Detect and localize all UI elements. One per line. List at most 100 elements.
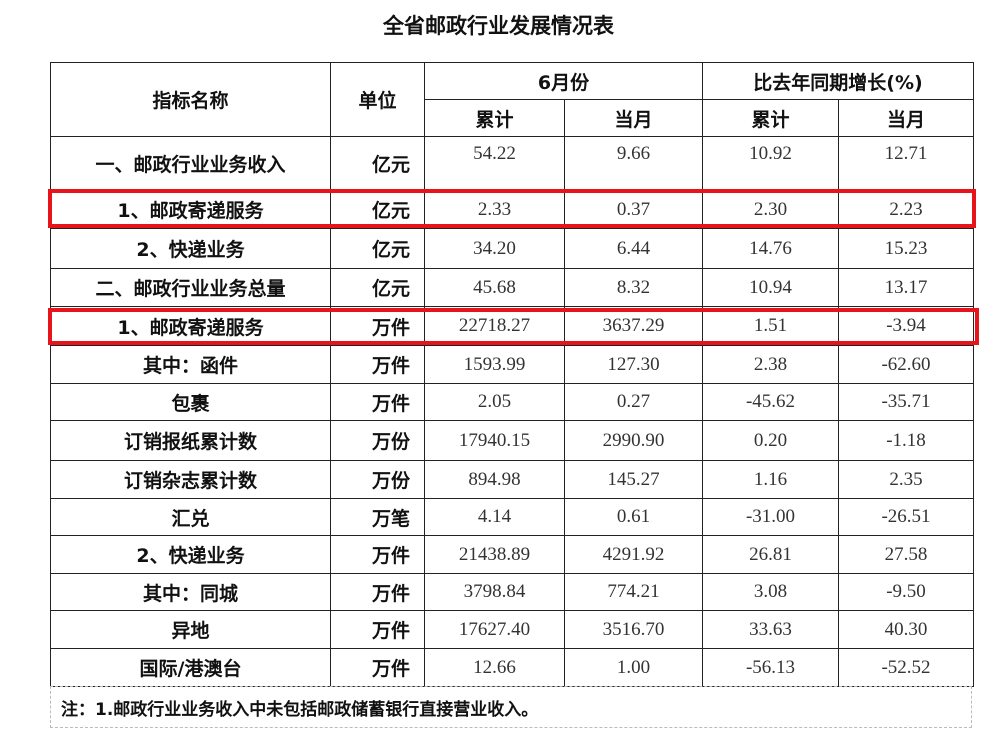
table-row: 其中：同城 万件 3798.84 774.21 3.08 -9.50 bbox=[50, 573, 974, 611]
growth-cumulative-value: 10.92 bbox=[702, 136, 839, 191]
unit-cell: 万份 bbox=[330, 420, 425, 461]
statistics-table: 指标名称 单位 6月份 比去年同期增长(%) 累计 当月 累计 当月 一、邮政行… bbox=[50, 62, 974, 687]
current-month-value: 145.27 bbox=[564, 460, 703, 499]
growth-current-month-value: 15.23 bbox=[838, 228, 974, 269]
indicator-name: 订销杂志累计数 bbox=[50, 460, 331, 499]
table-row: 其中：函件 万件 1593.99 127.30 2.38 -62.60 bbox=[50, 345, 974, 384]
growth-cumulative-value: -45.62 bbox=[702, 383, 839, 421]
growth-current-month-value: 12.71 bbox=[838, 136, 974, 191]
unit-cell: 万件 bbox=[330, 535, 425, 574]
growth-cumulative-value: -31.00 bbox=[702, 498, 839, 536]
unit-cell: 万件 bbox=[330, 306, 425, 346]
highlight-box-2 bbox=[48, 308, 979, 345]
indicator-name: 订销报纸累计数 bbox=[50, 420, 331, 461]
table-row: 国际/港澳台 万件 12.66 1.00 -56.13 -52.52 bbox=[50, 648, 974, 687]
current-month-value: 3516.70 bbox=[564, 610, 703, 649]
growth-current-month-value: 40.30 bbox=[838, 610, 974, 649]
header-growth-cumulative: 累计 bbox=[702, 99, 839, 137]
cumulative-value: 3798.84 bbox=[424, 573, 565, 611]
cumulative-value: 1593.99 bbox=[424, 345, 565, 384]
indicator-name: 一、邮政行业业务收入 bbox=[50, 136, 331, 191]
page-title: 全省邮政行业发展情况表 bbox=[383, 14, 614, 38]
indicator-name: 2、快递业务 bbox=[50, 228, 331, 269]
indicator-name: 2、快递业务 bbox=[50, 535, 331, 574]
current-month-value: 0.61 bbox=[564, 498, 703, 536]
growth-cumulative-value: 33.63 bbox=[702, 610, 839, 649]
indicator-name: 其中：同城 bbox=[50, 573, 331, 611]
indicator-name: 其中：函件 bbox=[50, 345, 331, 384]
cumulative-value: 4.14 bbox=[424, 498, 565, 536]
growth-current-month-value: -26.51 bbox=[838, 498, 974, 536]
growth-current-month-value: 27.58 bbox=[838, 535, 974, 574]
growth-current-month-value: -1.18 bbox=[838, 420, 974, 461]
growth-current-month-value: -35.71 bbox=[838, 383, 974, 421]
current-month-value: 127.30 bbox=[564, 345, 703, 384]
growth-current-month-value: -3.94 bbox=[838, 306, 974, 346]
header-cumulative: 累计 bbox=[424, 99, 565, 137]
table-row: 异地 万件 17627.40 3516.70 33.63 40.30 bbox=[50, 610, 974, 649]
table-row: 1、邮政寄递服务 亿元 2.33 0.37 2.30 2.23 bbox=[50, 190, 974, 229]
cumulative-value: 17940.15 bbox=[424, 420, 565, 461]
growth-cumulative-value: 0.20 bbox=[702, 420, 839, 461]
table-row: 订销报纸累计数 万份 17940.15 2990.90 0.20 -1.18 bbox=[50, 420, 974, 461]
cumulative-value: 2.05 bbox=[424, 383, 565, 421]
table-row: 一、邮政行业业务收入 亿元 54.22 9.66 10.92 12.71 bbox=[50, 136, 974, 191]
cumulative-value: 17627.40 bbox=[424, 610, 565, 649]
growth-cumulative-value: -56.13 bbox=[702, 648, 839, 687]
cumulative-value: 54.22 bbox=[424, 136, 565, 191]
table-row: 2、快递业务 亿元 34.20 6.44 14.76 15.23 bbox=[50, 228, 974, 269]
growth-cumulative-value: 26.81 bbox=[702, 535, 839, 574]
cumulative-value: 12.66 bbox=[424, 648, 565, 687]
table-row: 2、快递业务 万件 21438.89 4291.92 26.81 27.58 bbox=[50, 535, 974, 574]
growth-cumulative-value: 2.38 bbox=[702, 345, 839, 384]
unit-cell: 亿元 bbox=[330, 228, 425, 269]
indicator-name: 1、邮政寄递服务 bbox=[50, 306, 331, 346]
table-row: 包裹 万件 2.05 0.27 -45.62 -35.71 bbox=[50, 383, 974, 421]
header-name: 指标名称 bbox=[50, 62, 331, 137]
growth-current-month-value: 13.17 bbox=[838, 268, 974, 307]
indicator-name: 1、邮政寄递服务 bbox=[50, 190, 331, 229]
indicator-name: 国际/港澳台 bbox=[50, 648, 331, 687]
indicator-name: 异地 bbox=[50, 610, 331, 649]
cumulative-value: 45.68 bbox=[424, 268, 565, 307]
growth-cumulative-value: 10.94 bbox=[702, 268, 839, 307]
growth-cumulative-value: 3.08 bbox=[702, 573, 839, 611]
cumulative-value: 34.20 bbox=[424, 228, 565, 269]
header-unit: 单位 bbox=[330, 62, 425, 137]
unit-cell: 亿元 bbox=[330, 136, 425, 191]
cumulative-value: 894.98 bbox=[424, 460, 565, 499]
current-month-value: 1.00 bbox=[564, 648, 703, 687]
growth-cumulative-value: 1.16 bbox=[702, 460, 839, 499]
unit-cell: 万件 bbox=[330, 610, 425, 649]
current-month-value: 9.66 bbox=[564, 136, 703, 191]
current-month-value: 8.32 bbox=[564, 268, 703, 307]
unit-cell: 亿元 bbox=[330, 268, 425, 307]
unit-cell: 万件 bbox=[330, 345, 425, 384]
table-row: 订销杂志累计数 万份 894.98 145.27 1.16 2.35 bbox=[50, 460, 974, 499]
header-growth-current-month: 当月 bbox=[838, 99, 974, 137]
table-row: 汇兑 万笔 4.14 0.61 -31.00 -26.51 bbox=[50, 498, 974, 536]
cumulative-value: 22718.27 bbox=[424, 306, 565, 346]
current-month-value: 774.21 bbox=[564, 573, 703, 611]
cumulative-value: 21438.89 bbox=[424, 535, 565, 574]
unit-cell: 万件 bbox=[330, 648, 425, 687]
current-month-value: 2990.90 bbox=[564, 420, 703, 461]
footnote: 注：1.邮政行业业务收入中未包括邮政储蓄银行直接营业收入。 bbox=[50, 686, 972, 728]
unit-cell: 万件 bbox=[330, 573, 425, 611]
header-growth-group: 比去年同期增长(%) bbox=[702, 62, 974, 100]
table-row: 二、邮政行业业务总量 亿元 45.68 8.32 10.94 13.17 bbox=[50, 268, 974, 307]
growth-cumulative-value: 14.76 bbox=[702, 228, 839, 269]
current-month-value: 3637.29 bbox=[564, 306, 703, 346]
growth-cumulative-value: 1.51 bbox=[702, 306, 839, 346]
growth-current-month-value: -52.52 bbox=[838, 648, 974, 687]
indicator-name: 包裹 bbox=[50, 383, 331, 421]
indicator-name: 二、邮政行业业务总量 bbox=[50, 268, 331, 307]
table-row: 1、邮政寄递服务 万件 22718.27 3637.29 1.51 -3.94 bbox=[50, 306, 974, 346]
unit-cell: 万份 bbox=[330, 460, 425, 499]
growth-current-month-value: -9.50 bbox=[838, 573, 974, 611]
unit-cell: 万件 bbox=[330, 383, 425, 421]
highlight-box-1 bbox=[48, 189, 976, 228]
unit-cell: 亿元 bbox=[330, 190, 425, 229]
current-month-value: 4291.92 bbox=[564, 535, 703, 574]
growth-current-month-value: 2.35 bbox=[838, 460, 974, 499]
